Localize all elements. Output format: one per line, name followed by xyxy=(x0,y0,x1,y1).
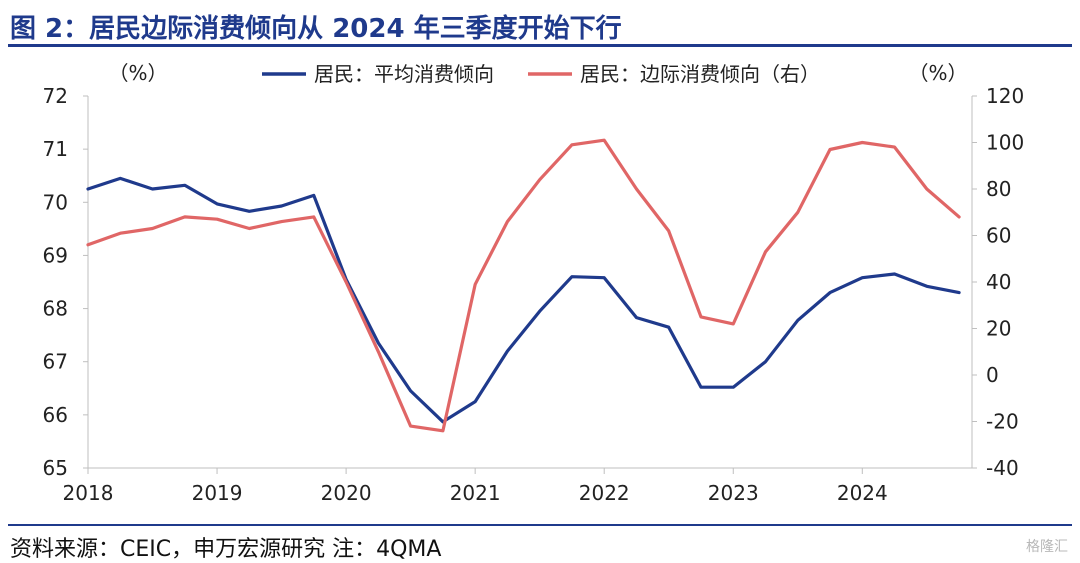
source-note: 资料来源：CEIC，申万宏源研究 注：4QMA xyxy=(10,537,442,562)
right-tick-label: 0 xyxy=(986,363,999,387)
left-tick-label: 71 xyxy=(43,137,68,161)
series-line-average xyxy=(86,176,961,424)
left-tick-label: 65 xyxy=(43,456,68,480)
chart-title: 图 2：居民边际消费倾向从 2024 年三季度开始下行 xyxy=(10,14,622,44)
right-tick-label: 40 xyxy=(986,270,1011,294)
title-divider xyxy=(8,44,1072,47)
right-tick-label: -40 xyxy=(986,456,1019,480)
legend-label: 居民：边际消费倾向（右） xyxy=(580,62,820,86)
footer-divider xyxy=(8,524,1072,526)
right-tick-label: 60 xyxy=(986,224,1011,248)
left-tick-label: 69 xyxy=(43,243,68,267)
x-tick-label: 2023 xyxy=(708,481,759,505)
left-tick-label: 67 xyxy=(43,350,68,374)
left-tick-label: 72 xyxy=(43,84,68,108)
right-tick-label: -20 xyxy=(986,410,1019,434)
x-tick-label: 2018 xyxy=(63,481,114,505)
x-tick-label: 2024 xyxy=(837,481,888,505)
x-tick-label: 2020 xyxy=(321,481,372,505)
x-tick-label: 2021 xyxy=(450,481,501,505)
right-axis-unit: （%） xyxy=(908,61,967,85)
left-tick-label: 70 xyxy=(43,190,68,214)
x-tick-label: 2022 xyxy=(579,481,630,505)
left-tick-label: 68 xyxy=(43,297,68,321)
left-axis-unit: （%） xyxy=(108,61,167,85)
right-tick-label: 100 xyxy=(986,131,1024,155)
right-tick-label: 120 xyxy=(986,84,1024,108)
watermark-logo: 格隆汇 xyxy=(1026,539,1068,555)
left-tick-label: 66 xyxy=(43,403,68,427)
line-chart: 65 66 67 68 69 70 71 72 -40 -20 0 20 40 60 80 100 120 201… xyxy=(43,61,1025,505)
x-tick-label: 2019 xyxy=(192,481,243,505)
series-line-marginal xyxy=(86,138,961,433)
legend-label: 居民：平均消费倾向 xyxy=(314,62,494,86)
right-tick-label: 20 xyxy=(986,317,1011,341)
right-tick-label: 80 xyxy=(986,177,1011,201)
